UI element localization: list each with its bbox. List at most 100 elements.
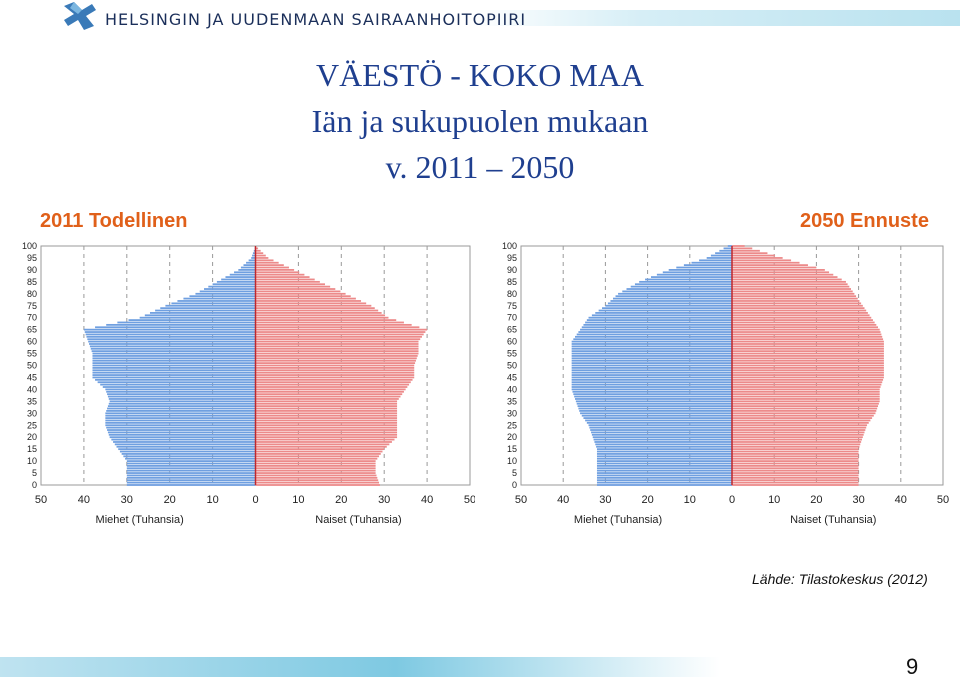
- female-bar: [255, 352, 419, 355]
- male-bar: [126, 464, 256, 467]
- female-bar: [255, 321, 404, 324]
- female-bar: [732, 436, 863, 439]
- male-bar: [84, 331, 256, 333]
- female-bar: [255, 419, 398, 422]
- female-bar: [732, 366, 884, 369]
- female-bar: [255, 312, 382, 314]
- male-bar: [87, 338, 256, 341]
- female-bar: [732, 441, 862, 443]
- organization-name: HELSINGIN JA UUDENMAAN SAIRAANHOITOPIIRI: [105, 10, 527, 29]
- female-bar: [255, 457, 378, 460]
- female-bar: [732, 426, 867, 429]
- female-bar: [255, 436, 398, 439]
- female-bar: [255, 378, 413, 381]
- male-bar: [107, 429, 256, 431]
- male-bar: [189, 295, 256, 298]
- male-bar: [107, 407, 256, 410]
- female-bar: [732, 431, 865, 434]
- female-bar: [255, 395, 401, 398]
- male-bar: [719, 249, 732, 252]
- male-bar: [251, 257, 256, 259]
- male-bar: [149, 312, 256, 314]
- female-bar: [255, 467, 376, 470]
- female-bar: [255, 302, 367, 305]
- female-bar: [255, 431, 398, 434]
- male-bar: [107, 395, 256, 398]
- male-bar: [126, 472, 256, 474]
- age-tick-label: 85: [27, 277, 37, 287]
- female-bar: [732, 247, 753, 250]
- female-bar: [255, 290, 341, 293]
- female-bar: [255, 247, 259, 250]
- age-tick-label: 15: [507, 444, 517, 454]
- female-bar: [732, 417, 873, 419]
- x-tick-labels: 50 40 30 20 10 0 10 20 30 40 50: [515, 494, 949, 506]
- male-bar: [92, 352, 256, 355]
- male-bar: [92, 362, 256, 365]
- female-bar: [255, 453, 381, 455]
- female-bar: [732, 407, 878, 410]
- page-title-line-3: v. 2011 – 2050: [385, 149, 575, 185]
- male-bar: [90, 347, 256, 350]
- female-bar: [732, 476, 859, 479]
- female-bar: [732, 472, 859, 474]
- male-bar: [92, 357, 256, 360]
- female-bar: [255, 448, 385, 451]
- female-bar: [732, 374, 884, 376]
- male-bar: [105, 412, 256, 415]
- male-bar: [107, 393, 256, 396]
- age-tick-label: 25: [507, 420, 517, 430]
- male-bar: [596, 448, 732, 451]
- x-tick-label: 50: [35, 494, 47, 506]
- female-bar: [255, 364, 415, 367]
- male-bar: [573, 393, 732, 396]
- female-bar: [255, 326, 420, 329]
- x-tick-label: 0: [729, 494, 735, 506]
- male-bar: [639, 280, 732, 283]
- male-bar: [571, 347, 732, 350]
- male-bar: [571, 386, 732, 388]
- male-bar: [594, 441, 732, 443]
- page-number: 9: [906, 654, 919, 679]
- male-bar: [710, 254, 732, 257]
- male-bar: [234, 271, 256, 274]
- x-tick-label: 30: [599, 494, 611, 506]
- male-bar: [634, 283, 732, 286]
- age-tick-label: 20: [507, 432, 517, 442]
- age-tick-label: 45: [27, 372, 37, 382]
- female-bar: [255, 433, 398, 436]
- female-bar: [255, 376, 415, 379]
- female-bar: [255, 319, 397, 321]
- male-bar: [595, 312, 732, 314]
- male-bar: [645, 278, 732, 281]
- age-tick-label: 15: [27, 444, 37, 454]
- female-bar: [255, 479, 379, 482]
- male-bar: [107, 431, 256, 434]
- male-bar: [116, 445, 256, 448]
- source-note: Lähde: Tilastokeskus (2012): [752, 571, 928, 587]
- male-bar: [238, 269, 256, 271]
- female-bar: [255, 414, 398, 417]
- female-bar: [732, 245, 745, 247]
- population-pyramid-2011: 1009590858075706560555045403530252015105…: [22, 241, 475, 526]
- female-bar: [732, 333, 882, 336]
- male-bar: [208, 285, 256, 288]
- female-bar: [255, 285, 331, 288]
- female-bar: [732, 469, 859, 472]
- male-bar: [581, 414, 732, 417]
- female-bar: [732, 331, 881, 333]
- female-bar: [255, 338, 421, 341]
- age-tick-label: 65: [507, 325, 517, 335]
- male-bar: [89, 345, 256, 348]
- female-bar: [255, 362, 416, 365]
- male-bar: [109, 436, 256, 439]
- male-bars: [571, 245, 732, 486]
- female-bar: [255, 462, 376, 465]
- page-title-line-2: Iän ja sukupuolen mukaan: [311, 103, 649, 139]
- male-bar: [126, 484, 256, 486]
- male-bar: [105, 421, 256, 424]
- age-tick-label: 75: [27, 301, 37, 311]
- male-bars: [83, 247, 256, 486]
- female-bar: [732, 398, 880, 400]
- female-bar: [255, 381, 411, 384]
